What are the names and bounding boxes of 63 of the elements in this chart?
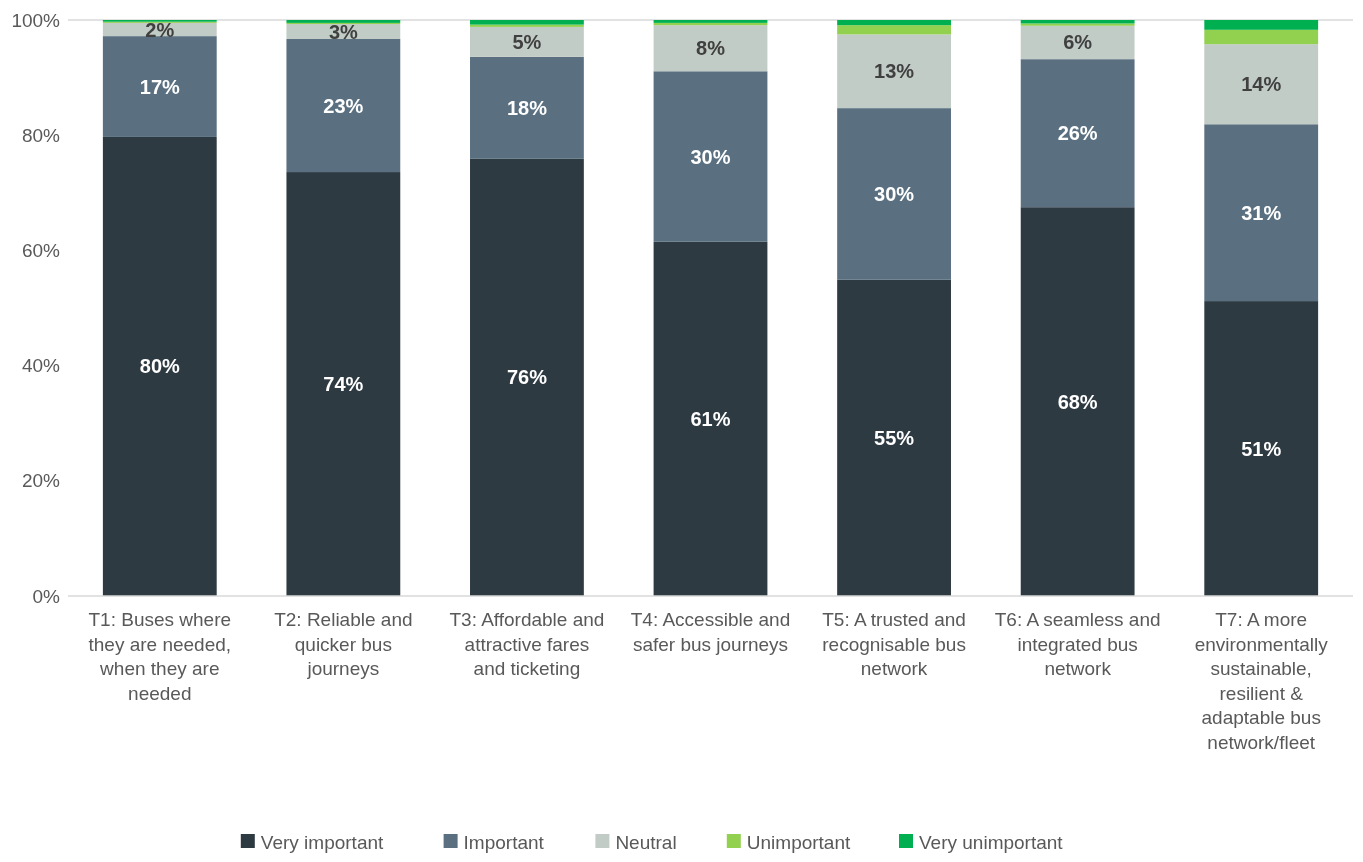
data-label: 55% xyxy=(874,426,915,449)
data-label: 13% xyxy=(874,60,915,83)
y-tick-label: 20% xyxy=(21,470,61,492)
y-tick-label: 40% xyxy=(21,355,61,377)
data-label: 51% xyxy=(1241,437,1282,460)
bar xyxy=(1204,301,1319,596)
bar xyxy=(286,172,401,596)
data-label: 76% xyxy=(506,366,548,389)
y-tick-label: 80% xyxy=(21,124,61,146)
data-label: 61% xyxy=(690,407,731,430)
bar xyxy=(1204,124,1319,302)
bar xyxy=(286,39,401,173)
bar xyxy=(653,71,768,242)
legend-label: Unimportant xyxy=(746,831,852,853)
y-tick-label: 100% xyxy=(11,9,61,31)
bar xyxy=(102,136,217,596)
data-label: 5% xyxy=(512,30,542,53)
y-tick-label: 0% xyxy=(32,585,61,607)
bar xyxy=(1020,207,1135,596)
bar xyxy=(653,25,768,72)
bar xyxy=(653,241,768,596)
x-tick-label: T7: A more environmentally sustainable, resilient & adaptable bus network/fleet xyxy=(1194,609,1329,753)
data-label: 3% xyxy=(328,20,359,43)
data-label: 30% xyxy=(690,145,731,168)
bar xyxy=(470,56,584,159)
x-tick-label: T2: Reliable and quicker bus journeys xyxy=(274,609,413,679)
x-tick-label: T4: Accessible and safer bus journeys xyxy=(630,609,791,655)
bar xyxy=(837,25,951,35)
x-tick-label: T3: Affordable and attractive fares and ticketing xyxy=(449,609,605,679)
data-label: 14% xyxy=(1241,73,1282,96)
data-label: 31% xyxy=(1241,201,1282,224)
data-label: 2% xyxy=(145,18,175,41)
data-label: 17% xyxy=(139,75,181,98)
legend-label: Very important xyxy=(260,831,385,853)
data-label: 8% xyxy=(696,37,726,60)
data-label: 26% xyxy=(1057,122,1098,145)
bar xyxy=(470,158,584,596)
bar xyxy=(1204,44,1319,125)
bar xyxy=(102,36,217,137)
data-label: 23% xyxy=(323,94,364,117)
bar xyxy=(470,26,584,57)
data-label: 68% xyxy=(1057,390,1098,413)
bar xyxy=(1204,20,1319,30)
x-tick-label: T1: Buses where they are needed, when they are needed xyxy=(88,609,232,704)
data-label: 18% xyxy=(506,96,548,119)
bar xyxy=(1020,59,1135,208)
data-label: 74% xyxy=(323,373,364,396)
data-label: 6% xyxy=(1063,31,1093,54)
bar xyxy=(837,34,951,109)
bar xyxy=(837,20,951,26)
y-tick-label: 60% xyxy=(21,240,61,262)
data-label: 30% xyxy=(874,182,915,205)
bar xyxy=(837,108,951,280)
bar xyxy=(837,279,951,596)
bar xyxy=(1204,29,1319,45)
legend-label: Very unimportant xyxy=(919,831,1064,853)
bar xyxy=(1020,25,1135,60)
x-tick-label: T6: A seamless and integrated bus network xyxy=(994,609,1161,679)
data-label: 80% xyxy=(139,355,181,378)
legend-label: Important xyxy=(463,831,545,853)
bar xyxy=(470,20,584,25)
legend-label: Neutral xyxy=(615,831,677,853)
x-tick-label: T5: A trusted and recognisable bus network xyxy=(822,609,966,679)
